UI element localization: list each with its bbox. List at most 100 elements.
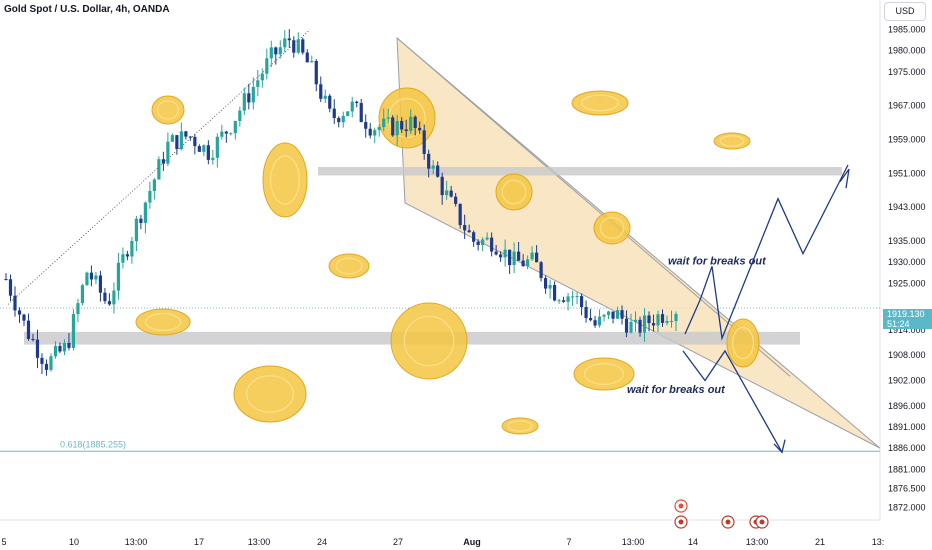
coin-icon bbox=[135, 308, 191, 336]
candle-body bbox=[490, 237, 494, 252]
note-upper: wait for breaks out bbox=[668, 256, 767, 268]
candle-body bbox=[629, 321, 633, 333]
candle-body bbox=[310, 60, 314, 63]
candle-body bbox=[85, 272, 89, 286]
candle-body bbox=[669, 320, 674, 322]
candle-body bbox=[256, 80, 260, 87]
time-tick-label: Aug bbox=[463, 537, 481, 547]
candle-body bbox=[638, 319, 642, 333]
coin-icon bbox=[495, 173, 533, 211]
candle-body bbox=[188, 136, 192, 138]
candle-body bbox=[220, 131, 224, 137]
candle-body bbox=[332, 108, 336, 118]
price-tick-label: 1914.000 bbox=[888, 325, 926, 335]
currency-button[interactable]: USD bbox=[884, 2, 926, 21]
coin-ring bbox=[335, 257, 363, 275]
coin-ring bbox=[144, 312, 182, 332]
candle-body bbox=[13, 295, 17, 311]
candle-body bbox=[382, 118, 386, 127]
candle-body bbox=[134, 218, 139, 242]
coin-icon bbox=[593, 211, 631, 245]
candle-body bbox=[579, 296, 584, 308]
candle-body bbox=[458, 203, 462, 226]
price-tick-label: 1872.000 bbox=[888, 502, 926, 512]
price-tick-label: 1891.000 bbox=[888, 422, 926, 432]
candle-body bbox=[656, 314, 660, 326]
candle-body bbox=[611, 311, 615, 319]
coins-decoration bbox=[135, 87, 760, 435]
price-tick-label: 1975.000 bbox=[888, 67, 926, 77]
candle-body bbox=[364, 122, 368, 129]
candle-body bbox=[265, 58, 269, 74]
candle-body bbox=[8, 279, 13, 296]
candle-body bbox=[112, 290, 116, 305]
candle-body bbox=[359, 103, 363, 123]
current-price-label: 1919.130 51:24 bbox=[883, 309, 932, 329]
candle-body bbox=[530, 252, 534, 260]
price-tick-label: 1876.500 bbox=[888, 483, 926, 493]
candle-body bbox=[233, 120, 237, 134]
time-tick-label: 7 bbox=[566, 537, 571, 547]
time-tick-label: 5 bbox=[1, 537, 6, 547]
candle-body bbox=[314, 60, 318, 85]
candle-body bbox=[247, 93, 251, 103]
candle-body bbox=[665, 321, 669, 323]
candle-body bbox=[418, 127, 422, 131]
price-tick-label: 1881.000 bbox=[888, 464, 926, 474]
bar-countdown: 51:24 bbox=[887, 319, 910, 329]
coin-ring bbox=[507, 420, 533, 432]
time-tick-label: 21 bbox=[815, 537, 825, 547]
wedge-inner-line bbox=[396, 37, 791, 377]
candle-body bbox=[445, 190, 449, 196]
coin-icon bbox=[726, 318, 760, 368]
price-tick-label: 1951.000 bbox=[888, 168, 926, 178]
candle-body bbox=[400, 120, 404, 130]
coin-ring bbox=[599, 217, 625, 240]
candle-body bbox=[521, 260, 525, 267]
candle-body bbox=[17, 310, 22, 315]
candle-body bbox=[107, 301, 112, 305]
candle-body bbox=[274, 47, 278, 55]
candle-body bbox=[660, 314, 665, 323]
candle-body bbox=[543, 278, 548, 289]
candle-body bbox=[31, 338, 35, 340]
candle-body bbox=[139, 218, 143, 223]
axis-layer: 1985.000 1980.000 1975.000 1967.000 1959.000… bbox=[1, 25, 925, 547]
coin-icon bbox=[328, 253, 370, 279]
candle-body bbox=[508, 249, 512, 266]
time-tick-label: 13:00 bbox=[746, 537, 769, 547]
candle-body bbox=[53, 345, 58, 357]
candle-body bbox=[35, 339, 40, 358]
event-icon-dot bbox=[725, 519, 731, 525]
candle-body bbox=[296, 39, 300, 53]
candle-body bbox=[413, 116, 417, 128]
candle-body bbox=[436, 165, 440, 177]
candle-body bbox=[80, 285, 85, 304]
candle-body bbox=[674, 313, 678, 321]
candle-body bbox=[242, 93, 246, 111]
candle-body bbox=[58, 345, 62, 352]
coin-icon bbox=[233, 365, 307, 423]
candle-body bbox=[125, 254, 130, 257]
candle-body bbox=[229, 133, 233, 135]
price-tick-label: 1967.000 bbox=[888, 101, 926, 111]
coin-icon bbox=[262, 142, 308, 218]
candle-body bbox=[215, 136, 219, 158]
time-tick-label: 17 bbox=[194, 537, 204, 547]
candle-body bbox=[193, 136, 197, 147]
candle-body bbox=[431, 165, 435, 169]
candle-body bbox=[283, 38, 287, 48]
bearish-arrow bbox=[682, 349, 783, 453]
candle-body bbox=[624, 318, 629, 333]
candle-body bbox=[570, 296, 575, 298]
candle-body bbox=[647, 315, 651, 324]
candle-body bbox=[539, 262, 543, 279]
candle-body bbox=[44, 363, 49, 370]
candle-body bbox=[184, 131, 188, 137]
note-lower: wait for breaks out bbox=[627, 384, 726, 396]
candle-body bbox=[202, 145, 206, 152]
price-tick-label: 1908.000 bbox=[888, 350, 926, 360]
candle-body bbox=[94, 275, 98, 280]
current-price-value: 1919.130 bbox=[887, 309, 925, 319]
